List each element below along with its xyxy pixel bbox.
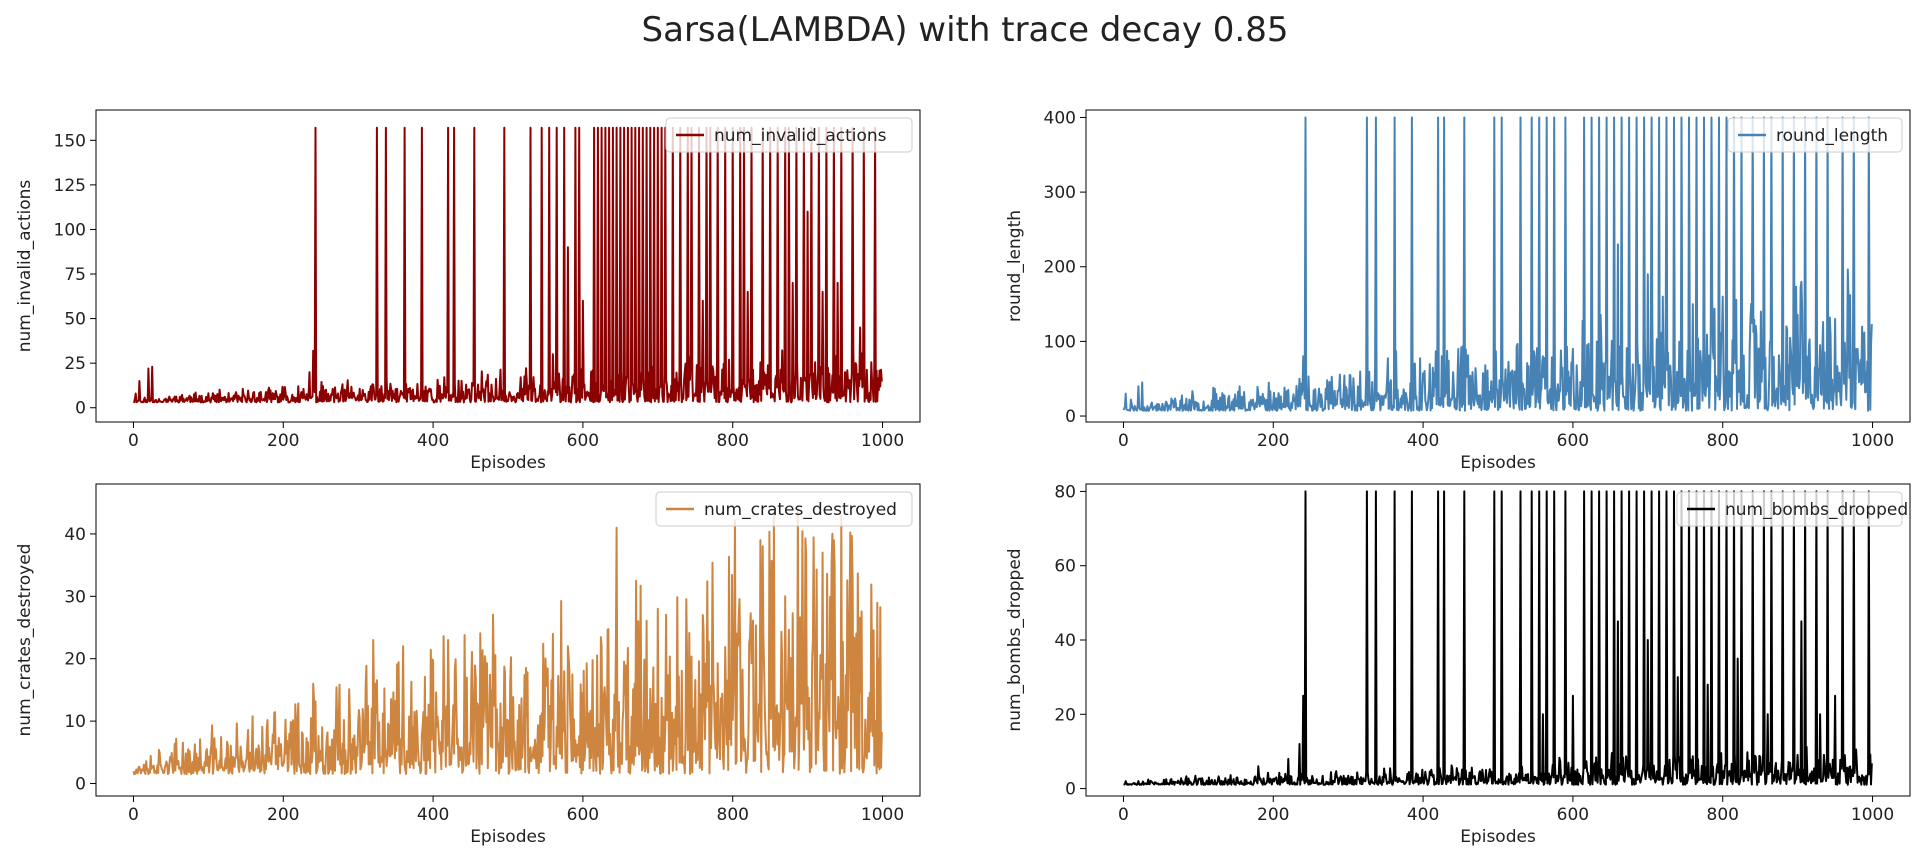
y-tick-label: 30 — [64, 587, 86, 607]
axes-frame — [1085, 109, 1911, 423]
x-tick-label: 1000 — [1851, 805, 1894, 825]
y-tick-label: 40 — [1054, 631, 1076, 651]
y-tick-label: 200 — [1044, 258, 1076, 278]
y-tick-label: 0 — [1065, 780, 1076, 800]
legend-box — [665, 117, 913, 153]
x-tick-label: 800 — [717, 431, 749, 451]
x-tick-label: 600 — [567, 805, 599, 825]
y-tick-label: 80 — [1054, 482, 1076, 502]
axes-frame — [95, 109, 921, 423]
x-tick-label: 800 — [1707, 431, 1739, 451]
y-tick-label: 400 — [1044, 108, 1076, 128]
x-axis-label: Episodes — [1460, 827, 1536, 847]
legend: num_invalid_actions — [665, 117, 913, 153]
x-tick-label: 200 — [267, 431, 299, 451]
legend-label: num_invalid_actions — [714, 126, 887, 146]
legend-label: num_crates_destroyed — [704, 500, 897, 520]
subplot-1: 0 200 400 600 800 1000 0 25 50 75 100 125 150 Episode… — [15, 109, 921, 473]
legend: num_crates_destroyed — [655, 491, 913, 527]
legend-box — [1727, 117, 1903, 153]
y-axis-label: num_crates_destroyed — [15, 544, 35, 737]
x-tick-label: 800 — [1707, 805, 1739, 825]
y-tick-label: 0 — [1065, 407, 1076, 427]
x-tick-label: 0 — [1118, 805, 1129, 825]
x-tick-label: 1000 — [1851, 431, 1894, 451]
x-tick-label: 400 — [417, 805, 449, 825]
x-axis-label: Episodes — [470, 827, 546, 847]
y-tick-label: 100 — [1044, 332, 1076, 352]
x-tick-label: 200 — [1257, 431, 1289, 451]
y-tick-label: 150 — [54, 131, 86, 151]
y-tick-label: 25 — [64, 354, 86, 374]
x-tick-label: 600 — [1557, 431, 1589, 451]
y-axis-label: round_length — [1005, 210, 1025, 322]
x-axis-label: Episodes — [470, 453, 546, 473]
y-tick-label: 125 — [54, 176, 86, 196]
subplot-2: 0 200 400 600 800 1000 0 100 200 300 400 Episodes ro… — [1005, 108, 1911, 473]
x-tick-label: 600 — [1557, 805, 1589, 825]
subplot-4: 0 200 400 600 800 1000 0 20 40 60 80 Episodes num_bo… — [1005, 482, 1911, 847]
plot-area — [1086, 484, 1910, 796]
x-tick-label: 0 — [1118, 431, 1129, 451]
y-tick-label: 50 — [64, 310, 86, 330]
x-tick-label: 400 — [417, 431, 449, 451]
x-tick-label: 1000 — [861, 805, 904, 825]
x-tick-label: 200 — [267, 805, 299, 825]
x-tick-label: 400 — [1407, 805, 1439, 825]
series-line-num_invalid_actions — [133, 126, 883, 404]
legend: round_length — [1727, 117, 1903, 153]
legend-box — [655, 491, 913, 527]
x-tick-label: 1000 — [861, 431, 904, 451]
y-tick-label: 20 — [64, 650, 86, 670]
series-line-round_length — [1122, 116, 1873, 412]
x-tick-label: 600 — [567, 431, 599, 451]
y-tick-label: 100 — [54, 220, 86, 240]
x-tick-label: 0 — [128, 805, 139, 825]
legend-label: num_bombs_dropped — [1725, 500, 1908, 520]
series-line-num_crates_destroyed — [132, 507, 883, 776]
legend: num_bombs_dropped — [1676, 491, 1908, 527]
y-tick-label: 20 — [1054, 705, 1076, 725]
x-axis-label: Episodes — [1460, 453, 1536, 473]
subplot-3: 0 200 400 600 800 1000 0 10 20 30 40 Episodes num_cr… — [15, 483, 921, 847]
legend-label: round_length — [1776, 126, 1888, 146]
y-axis-label: num_bombs_dropped — [1005, 548, 1025, 731]
legend-box — [1676, 491, 1903, 527]
y-tick-label: 40 — [64, 525, 86, 545]
y-axis-label: num_invalid_actions — [15, 180, 35, 353]
axes-frame — [95, 483, 921, 797]
x-tick-label: 800 — [717, 805, 749, 825]
y-tick-label: 0 — [75, 775, 86, 795]
y-tick-label: 0 — [75, 399, 86, 419]
x-tick-label: 200 — [1257, 805, 1289, 825]
y-tick-label: 75 — [64, 265, 86, 285]
x-tick-label: 400 — [1407, 431, 1439, 451]
series-line-num_bombs_dropped — [1123, 490, 1873, 786]
x-tick-label: 0 — [128, 431, 139, 451]
figure-title: Sarsa(LAMBDA) with trace decay 0.85 — [641, 10, 1289, 50]
y-tick-label: 10 — [64, 712, 86, 732]
y-tick-label: 300 — [1044, 183, 1076, 203]
y-tick-label: 60 — [1054, 557, 1076, 577]
